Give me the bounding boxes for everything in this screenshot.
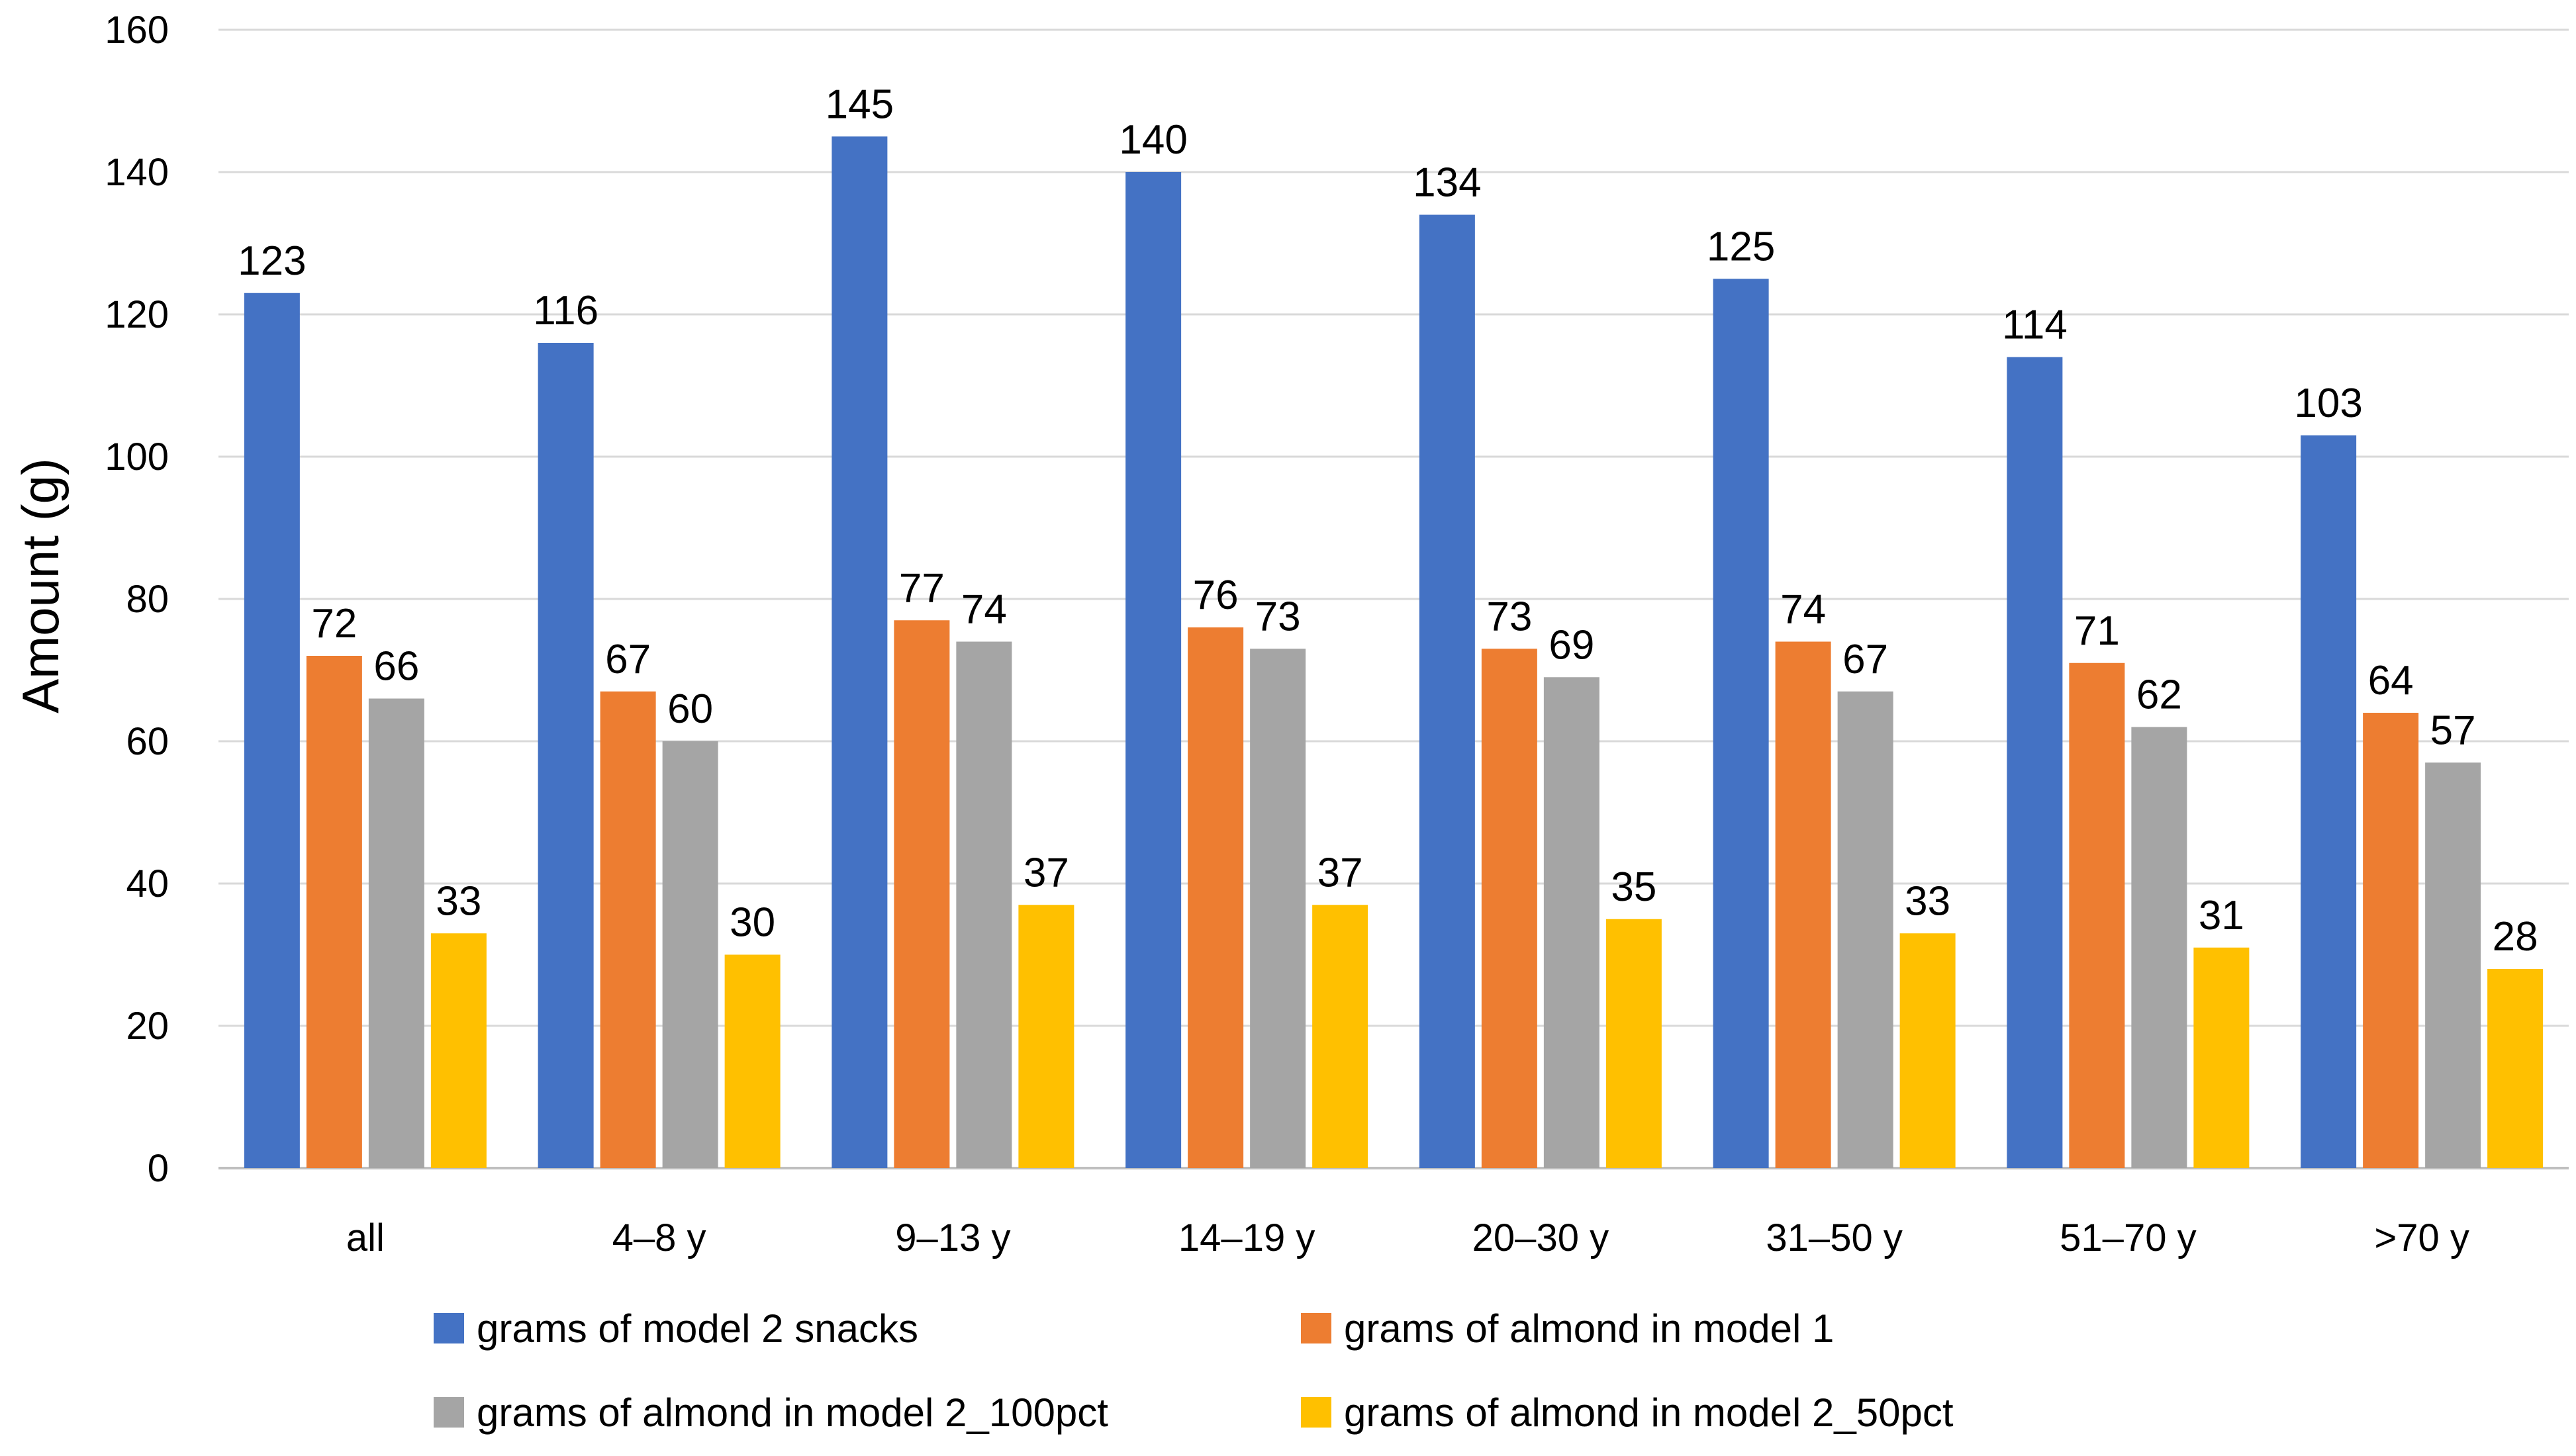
data-label: 72 bbox=[311, 601, 357, 647]
bar bbox=[832, 136, 888, 1168]
bar bbox=[368, 698, 424, 1168]
bar bbox=[956, 641, 1012, 1168]
y-tick-label: 120 bbox=[105, 293, 169, 336]
data-label: 103 bbox=[2294, 381, 2362, 426]
bar bbox=[244, 293, 300, 1168]
data-label: 33 bbox=[436, 878, 481, 924]
data-label: 114 bbox=[2002, 302, 2068, 348]
data-labels: 123 72 66 33 116 67 60 30 145 77 74 37 140 76 73 37 134 7… bbox=[238, 81, 2538, 960]
bars bbox=[244, 136, 2544, 1168]
legend-label: grams of almond in model 2_50pct bbox=[1344, 1390, 1954, 1435]
bar bbox=[2007, 357, 2063, 1168]
y-tick-label: 140 bbox=[105, 151, 169, 194]
y-axis-tick-labels: 0 20 40 60 80 100 120 140 160 bbox=[105, 9, 169, 1190]
legend-swatch bbox=[434, 1397, 464, 1428]
bar bbox=[894, 620, 950, 1168]
y-tick-label: 40 bbox=[126, 862, 169, 905]
data-label: 37 bbox=[1024, 850, 1069, 895]
bar bbox=[430, 933, 487, 1168]
bar bbox=[2193, 947, 2250, 1168]
legend-label: grams of almond in model 1 bbox=[1344, 1306, 1834, 1351]
y-tick-label: 160 bbox=[105, 9, 169, 52]
legend-swatch bbox=[1301, 1397, 1331, 1428]
legend-label: grams of almond in model 2_100pct bbox=[477, 1390, 1108, 1435]
x-tick-label: all bbox=[346, 1216, 385, 1259]
y-axis-title: Amount (g) bbox=[11, 458, 70, 713]
y-tick-label: 0 bbox=[148, 1147, 169, 1190]
data-label: 67 bbox=[605, 637, 651, 682]
data-label: 67 bbox=[1842, 637, 1888, 682]
data-label: 145 bbox=[826, 81, 894, 127]
bar bbox=[1837, 691, 1893, 1168]
bar bbox=[600, 691, 656, 1168]
data-label: 76 bbox=[1193, 572, 1239, 618]
x-tick-label: 14–19 y bbox=[1178, 1216, 1315, 1259]
data-label: 35 bbox=[1611, 864, 1656, 910]
bar bbox=[1312, 905, 1368, 1168]
data-label: 30 bbox=[730, 900, 775, 946]
bar bbox=[1899, 933, 1956, 1168]
data-label: 125 bbox=[1707, 224, 1775, 269]
data-label: 73 bbox=[1255, 594, 1301, 639]
y-tick-label: 60 bbox=[126, 720, 169, 763]
bar bbox=[2425, 762, 2481, 1168]
data-label: 69 bbox=[1549, 622, 1594, 668]
bar bbox=[2301, 435, 2357, 1168]
bar bbox=[1605, 919, 1662, 1168]
data-label: 123 bbox=[238, 238, 306, 284]
bar bbox=[1419, 214, 1475, 1168]
data-label: 74 bbox=[1780, 587, 1826, 633]
legend-swatch bbox=[1301, 1313, 1331, 1343]
x-tick-label: 31–50 y bbox=[1766, 1216, 1902, 1259]
y-tick-label: 80 bbox=[126, 578, 169, 621]
legend-label: grams of model 2 snacks bbox=[477, 1306, 918, 1351]
data-label: 57 bbox=[2430, 707, 2476, 753]
bar bbox=[1250, 649, 1306, 1168]
data-label: 74 bbox=[961, 587, 1007, 633]
bar bbox=[1188, 627, 1244, 1168]
y-tick-label: 100 bbox=[105, 435, 169, 478]
bar bbox=[1018, 905, 1074, 1168]
legend: grams of model 2 snacks grams of almond i… bbox=[434, 1306, 1954, 1435]
data-label: 73 bbox=[1486, 594, 1532, 639]
data-label: 116 bbox=[533, 288, 598, 334]
x-tick-label: >70 y bbox=[2374, 1216, 2469, 1259]
data-label: 60 bbox=[667, 686, 713, 732]
data-label: 62 bbox=[2136, 672, 2182, 718]
x-tick-label: 9–13 y bbox=[895, 1216, 1010, 1259]
bar bbox=[1713, 279, 1769, 1168]
bar bbox=[1543, 677, 1599, 1168]
data-label: 31 bbox=[2199, 893, 2244, 938]
x-tick-label: 4–8 y bbox=[612, 1216, 706, 1259]
data-label: 28 bbox=[2493, 914, 2538, 960]
bar bbox=[2069, 662, 2125, 1168]
x-tick-label: 51–70 y bbox=[2060, 1216, 2196, 1259]
bar bbox=[538, 343, 594, 1168]
y-tick-label: 20 bbox=[126, 1005, 169, 1048]
bar bbox=[2363, 713, 2419, 1168]
legend-swatch bbox=[434, 1313, 464, 1343]
data-label: 134 bbox=[1413, 160, 1481, 206]
bar bbox=[662, 741, 718, 1168]
bar bbox=[1481, 649, 1537, 1168]
data-label: 140 bbox=[1119, 117, 1187, 163]
data-label: 37 bbox=[1317, 850, 1363, 895]
bar bbox=[2131, 727, 2187, 1168]
x-axis-tick-labels: all 4–8 y 9–13 y 14–19 y 20–30 y 31–50 y 51–70… bbox=[346, 1216, 2469, 1259]
bar bbox=[1125, 172, 1182, 1168]
data-label: 33 bbox=[1905, 878, 1950, 924]
bar bbox=[306, 656, 362, 1168]
data-label: 66 bbox=[373, 644, 419, 690]
data-label: 77 bbox=[899, 565, 945, 611]
x-tick-label: 20–30 y bbox=[1472, 1216, 1609, 1259]
bar bbox=[724, 954, 781, 1168]
bar bbox=[1775, 641, 1831, 1168]
data-label: 71 bbox=[2074, 608, 2120, 654]
bar bbox=[2487, 969, 2544, 1168]
data-label: 64 bbox=[2368, 658, 2414, 704]
